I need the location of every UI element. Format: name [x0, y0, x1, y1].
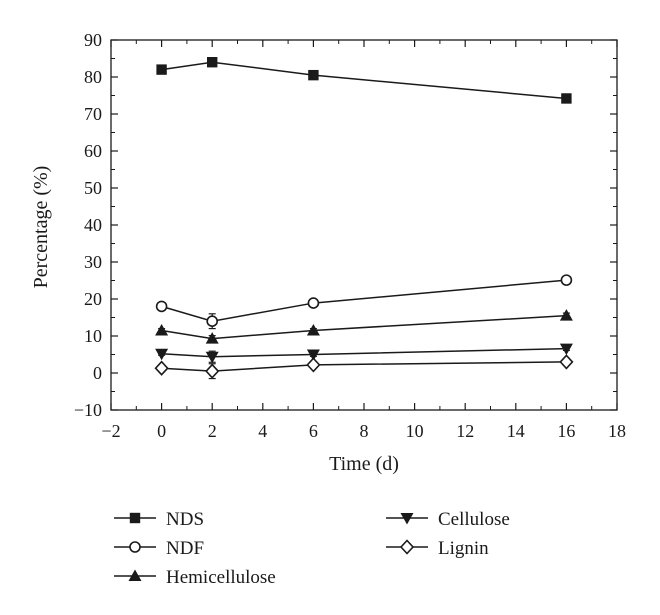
legend-item-cellulose: Cellulose [386, 509, 510, 530]
y-axis-title: Percentage (%) [30, 166, 52, 289]
data-point [155, 300, 168, 313]
legend-marker [128, 569, 142, 581]
data-point [205, 332, 219, 344]
legend-marker [129, 541, 141, 553]
data-point [205, 363, 220, 379]
data-point [306, 349, 320, 361]
y-tick-label: 90 [84, 30, 102, 50]
legend-item-hemicellulose: Hemicellulose [114, 567, 276, 588]
series-line [161, 361, 567, 372]
data-point [206, 315, 218, 328]
series-line [161, 279, 567, 322]
legend-label: Hemicellulose [166, 567, 276, 588]
legend-label: NDF [166, 538, 204, 559]
data-point [559, 354, 574, 370]
series-line [161, 61, 567, 100]
data-point [560, 274, 573, 286]
series-hemicellulose [155, 309, 573, 344]
data-point [308, 69, 319, 81]
series-cellulose [155, 343, 573, 364]
series-line [161, 314, 567, 340]
data-point [306, 323, 320, 336]
series-ndf [155, 274, 573, 330]
data-point [559, 309, 573, 321]
y-tick-label: −10 [74, 400, 102, 420]
data-point [155, 323, 169, 336]
y-tick-label: 80 [84, 67, 102, 87]
y-tick-label: 10 [84, 326, 102, 346]
legend-item-ndf: NDF [114, 538, 204, 559]
x-tick-label: 16 [557, 421, 575, 441]
data-point [207, 57, 218, 68]
legend: NDS NDF Hemicellulose Cellulose Lignin [114, 509, 510, 588]
x-axis-title: Time (d) [329, 453, 399, 475]
data-point [306, 357, 321, 373]
y-tick-label: 40 [84, 215, 102, 235]
x-tick-label: −2 [101, 421, 120, 441]
legend-label: Cellulose [438, 509, 510, 530]
data-point [307, 297, 320, 309]
legend-marker [399, 539, 415, 555]
legend-marker [129, 512, 141, 524]
y-tick-label: 0 [93, 363, 102, 383]
series-lignin [154, 354, 574, 380]
data-point [559, 343, 573, 356]
axes: −2 0 2 4 6 8 10 12 14 16 18 −10 0 10 20 30 40 50 60 70 80 90 [74, 30, 626, 441]
y-tick-label: 30 [84, 252, 102, 272]
y-tick-label: 20 [84, 289, 102, 309]
x-tick-label: 12 [456, 421, 474, 441]
data-point [205, 351, 219, 364]
x-tick-label: 2 [208, 421, 217, 441]
y-tick-label: 60 [84, 141, 102, 161]
x-tick-label: 8 [360, 421, 369, 441]
series-line [161, 347, 567, 358]
data-point [156, 64, 167, 75]
data-point [561, 93, 572, 104]
legend-marker [400, 513, 414, 525]
legend-item-nds: NDS [114, 509, 204, 530]
y-tick-label: 70 [84, 104, 102, 124]
x-tick-label: 4 [258, 421, 267, 441]
data-point [155, 348, 169, 361]
legend-label: NDS [166, 509, 204, 530]
x-tick-label: 6 [309, 421, 318, 441]
x-tick-label: 18 [608, 421, 626, 441]
plot-series [154, 57, 574, 380]
x-tick-label: 10 [406, 421, 424, 441]
x-tick-label: 14 [507, 421, 525, 441]
legend-item-lignin: Lignin [386, 538, 489, 559]
x-tick-label: 0 [157, 421, 166, 441]
series-nds [156, 57, 572, 104]
legend-label: Lignin [438, 538, 489, 559]
y-tick-label: 50 [84, 178, 102, 198]
data-point [154, 360, 169, 376]
